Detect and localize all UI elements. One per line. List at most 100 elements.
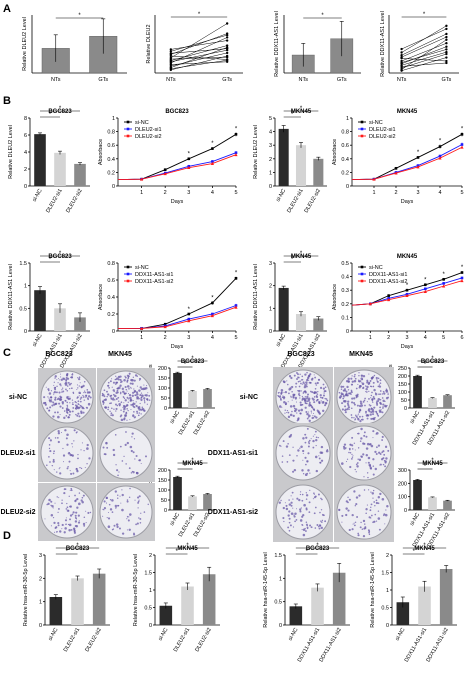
- plate-right-0-0-colony-140: [299, 412, 301, 414]
- plate-left-0-1-colony-126: [119, 378, 122, 381]
- panel-label-a: A: [3, 3, 11, 15]
- plate-left-0-0-colony-202: [80, 412, 83, 415]
- plate-right-1-1-colony-72: [374, 450, 377, 454]
- plate-left-0-0-colony-22: [51, 401, 53, 403]
- b1-bar-2: [74, 163, 86, 186]
- plate-right-1-0-colony-13: [280, 445, 282, 447]
- plate-right-0-0-colony-123: [304, 373, 307, 376]
- plate-left-0-0-colony-200: [48, 399, 51, 402]
- plate-left-0-0-colony-96: [54, 386, 57, 389]
- a2-pt-b-0: [225, 44, 229, 47]
- plate-right-2-0-colony-59: [294, 512, 297, 515]
- plate-right-2-1-colony-54: [363, 489, 366, 491]
- plate-left-0-0-colony-198: [69, 388, 71, 390]
- plate-left-0-0-colony-167: [65, 409, 69, 412]
- c4-ytick-label-0: 0: [404, 508, 407, 514]
- plate-left-0-1-colony-106: [128, 375, 130, 377]
- b4-ytick-label-4: 0.8: [341, 130, 349, 136]
- plate-right-1-1-colony-30: [354, 468, 356, 471]
- plate-right-2-0-colony-46: [301, 515, 304, 518]
- plate-left-2-1-colony-17: [102, 515, 104, 517]
- plate-left-2-1-colony-43: [111, 499, 114, 502]
- plate-left-2-0-colony-57: [83, 516, 86, 518]
- c4-bar-2: [443, 500, 452, 510]
- b5-xtick-0: si-NC: [32, 333, 44, 348]
- d4-bar-1: [418, 586, 431, 625]
- plate-right-1-1-colony-85: [362, 442, 365, 445]
- plate-left-0-0-colony-88: [63, 410, 66, 412]
- plate-right-0-1-colony-114: [374, 392, 378, 396]
- plate-left-2-0-colony-54: [65, 508, 68, 510]
- plate-right-0-1-colony-143: [361, 415, 364, 418]
- plate-right-1-1-colony-34: [365, 453, 369, 457]
- plate-left-0-0-colony-107: [57, 382, 59, 384]
- b6-legend-marker-2: [126, 279, 130, 283]
- a4-pt-b-11: [445, 48, 448, 51]
- plate-left-0-1-colony-193: [148, 399, 151, 401]
- plate-right-0-1-colony-65: [378, 384, 381, 386]
- plate-right-0-1-colony-85: [340, 388, 343, 390]
- plate-left-0-0-colony-108: [82, 396, 85, 398]
- b2-pt-2-4: [234, 153, 238, 157]
- c-left-row-label-1: DLEU2-si1: [0, 450, 35, 457]
- a4-pair-line-9: [401, 57, 447, 71]
- plate-right-0-0-colony-165: [311, 377, 314, 380]
- plate-left-0-0-colony-181: [69, 402, 71, 404]
- plate-left-1-0-colony-41: [86, 447, 89, 450]
- plate-right-0-1-colony-53: [346, 385, 349, 389]
- plate-right-2-0-colony-20: [278, 501, 281, 504]
- plate-left-1-0-colony-64: [69, 470, 71, 472]
- plate-left-0-1-colony-101: [138, 377, 142, 381]
- plate-left-2-0-colony-24: [64, 519, 68, 522]
- plate-right-2-0-colony-87: [280, 499, 282, 502]
- plate-left-0-0-colony-54: [82, 411, 85, 414]
- plate-right-0-1-colony-29: [381, 393, 384, 395]
- plate-right-2-0-colony-36: [292, 526, 295, 528]
- plate-right-1-0-colony-17: [286, 461, 289, 463]
- plate-right-0-1-colony-122: [358, 408, 362, 411]
- plate-left-0-1-colony-127: [126, 379, 129, 382]
- plate-left-0-0-colony-24: [63, 416, 66, 420]
- b8-star-1: *: [424, 277, 427, 283]
- plate-right-1-1-colony-70: [346, 458, 349, 460]
- plate-left-2-1-colony-6: [105, 502, 108, 504]
- plate-right-0-1-colony-36: [381, 411, 384, 414]
- plate-left-2-0-colony-80: [83, 524, 86, 527]
- plate-left-2-0-colony-77: [52, 517, 55, 519]
- plate-right-0-0-colony-115: [299, 397, 301, 399]
- plate-right-0-1-colony-221: [345, 390, 348, 393]
- a2-ylabel: Relative DLEU2: [146, 24, 152, 63]
- plate-left-0-0-colony-82: [59, 405, 62, 408]
- plate-left-0-1-colony-225: [122, 404, 126, 408]
- plate-right-1-0-colony-58: [310, 438, 312, 440]
- plate-right-0-0-colony-77: [303, 382, 305, 385]
- b5-sig-star-1: *: [59, 251, 62, 257]
- plate-right-0-1-colony-173: [350, 377, 353, 380]
- plate-left-2-1-colony-30: [126, 529, 128, 531]
- plate-right-0-1-colony-185: [350, 383, 353, 386]
- plate-left-1-0-colony-5: [80, 467, 83, 470]
- plate-left-1-1-colony-32: [117, 474, 119, 477]
- plate-right-0-1-colony-156: [377, 385, 380, 388]
- plate-left-0-0-colony-99: [76, 384, 79, 386]
- c3-ytick-label-2: 100: [398, 390, 407, 396]
- d4-ytick-label-3: 1.5: [381, 571, 389, 577]
- plate-right-0-0-colony-71: [313, 401, 316, 404]
- plate-right-0-1-colony-171: [344, 409, 346, 412]
- plate-right-0-1-colony-94: [377, 415, 379, 417]
- plate-right-2-0-colony-49: [320, 521, 323, 523]
- c1-ytick-label-1: 50: [161, 396, 167, 402]
- c3-ytick-label-0: 0: [404, 406, 407, 412]
- plate-left-0-0-colony-74: [74, 401, 77, 403]
- panel-label-c: C: [3, 347, 11, 359]
- plate-right-0-1-colony-195: [373, 406, 376, 409]
- plate-left-0-1-colony-174: [129, 386, 131, 388]
- plate-right-2-0-colony-62: [288, 517, 291, 520]
- plate-left-1-1-colony-4: [106, 446, 109, 449]
- plate-left-2-0-colony-72: [50, 525, 52, 527]
- plate-left-0-0-colony-138: [87, 398, 90, 401]
- plate-right-1-1-colony-16: [355, 471, 357, 473]
- plate-right-1-1-colony-57: [387, 449, 390, 452]
- c2-title: MKN45: [182, 461, 203, 467]
- d2-ytick-label-3: 1.5: [144, 571, 152, 577]
